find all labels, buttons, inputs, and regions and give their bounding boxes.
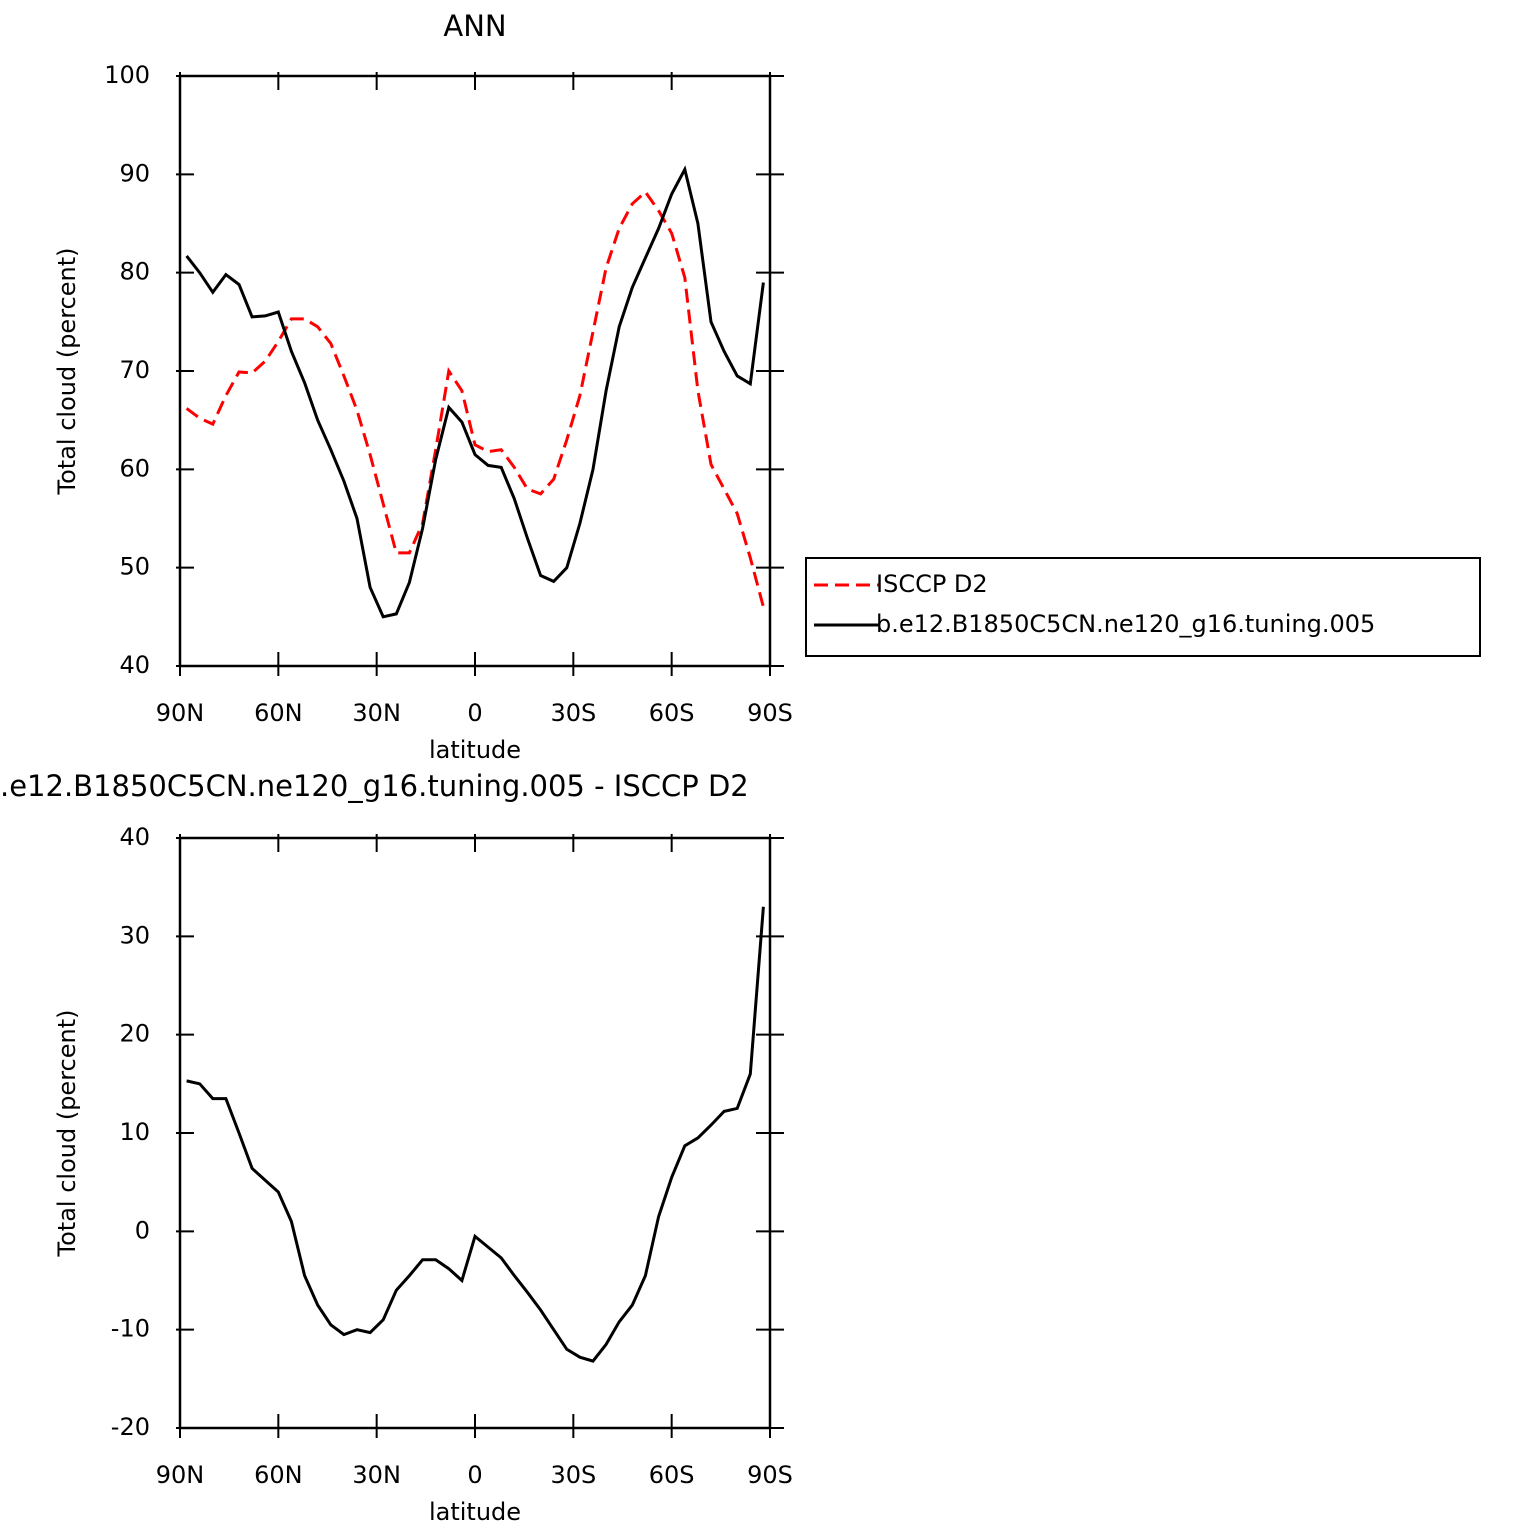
x-tick-label: 30N xyxy=(352,1461,401,1489)
x-tick-label: 90S xyxy=(747,699,793,727)
x-tick-label: 60S xyxy=(649,1461,695,1489)
plot-frame xyxy=(178,836,772,1430)
x-tick-label: 30N xyxy=(352,699,401,727)
y-tick-label: 20 xyxy=(119,1020,150,1048)
y-tick-label: 40 xyxy=(119,823,150,851)
data-line xyxy=(185,165,765,619)
y-tick-label: 70 xyxy=(119,356,150,384)
y-axis-label: Total cloud (percent) xyxy=(53,1010,81,1258)
y-tick-label: 100 xyxy=(104,61,150,89)
data-line xyxy=(185,189,765,608)
x-tick-label: 60N xyxy=(254,1461,303,1489)
y-tick-label: 80 xyxy=(119,258,150,286)
x-tick-label: 0 xyxy=(467,1461,482,1489)
x-tick-label: 90N xyxy=(156,1461,205,1489)
x-tick-label: 0 xyxy=(467,699,482,727)
x-tick-label: 90S xyxy=(747,1461,793,1489)
y-tick-label: 50 xyxy=(119,553,150,581)
y-tick-label: 30 xyxy=(119,921,150,949)
y-tick-label: 0 xyxy=(135,1216,150,1244)
x-tick-label: 30S xyxy=(550,699,596,727)
plot-frame xyxy=(178,74,772,668)
legend-label: b.e12.B1850C5CN.ne120_g16.tuning.005 xyxy=(876,610,1375,638)
x-tick-label: 30S xyxy=(550,1461,596,1489)
y-tick-label: 90 xyxy=(119,159,150,187)
y-tick-label: -10 xyxy=(111,1315,150,1343)
legend-box xyxy=(805,557,1481,657)
x-tick-label: 60S xyxy=(649,699,695,727)
y-tick-label: -20 xyxy=(111,1413,150,1441)
y-tick-label: 60 xyxy=(119,454,150,482)
x-axis-label: latitude xyxy=(429,1498,521,1526)
chart-title: ANN xyxy=(443,9,506,43)
x-axis-label: latitude xyxy=(429,736,521,764)
x-tick-label: 60N xyxy=(254,699,303,727)
legend-label: ISCCP D2 xyxy=(876,570,988,598)
chart-title: .e12.B1850C5CN.ne120_g16.tuning.005 - IS… xyxy=(0,769,749,803)
x-tick-label: 90N xyxy=(156,699,205,727)
y-axis-label: Total cloud (percent) xyxy=(53,248,81,496)
y-tick-label: 10 xyxy=(119,1118,150,1146)
y-tick-label: 40 xyxy=(119,651,150,679)
data-line xyxy=(186,906,765,1363)
